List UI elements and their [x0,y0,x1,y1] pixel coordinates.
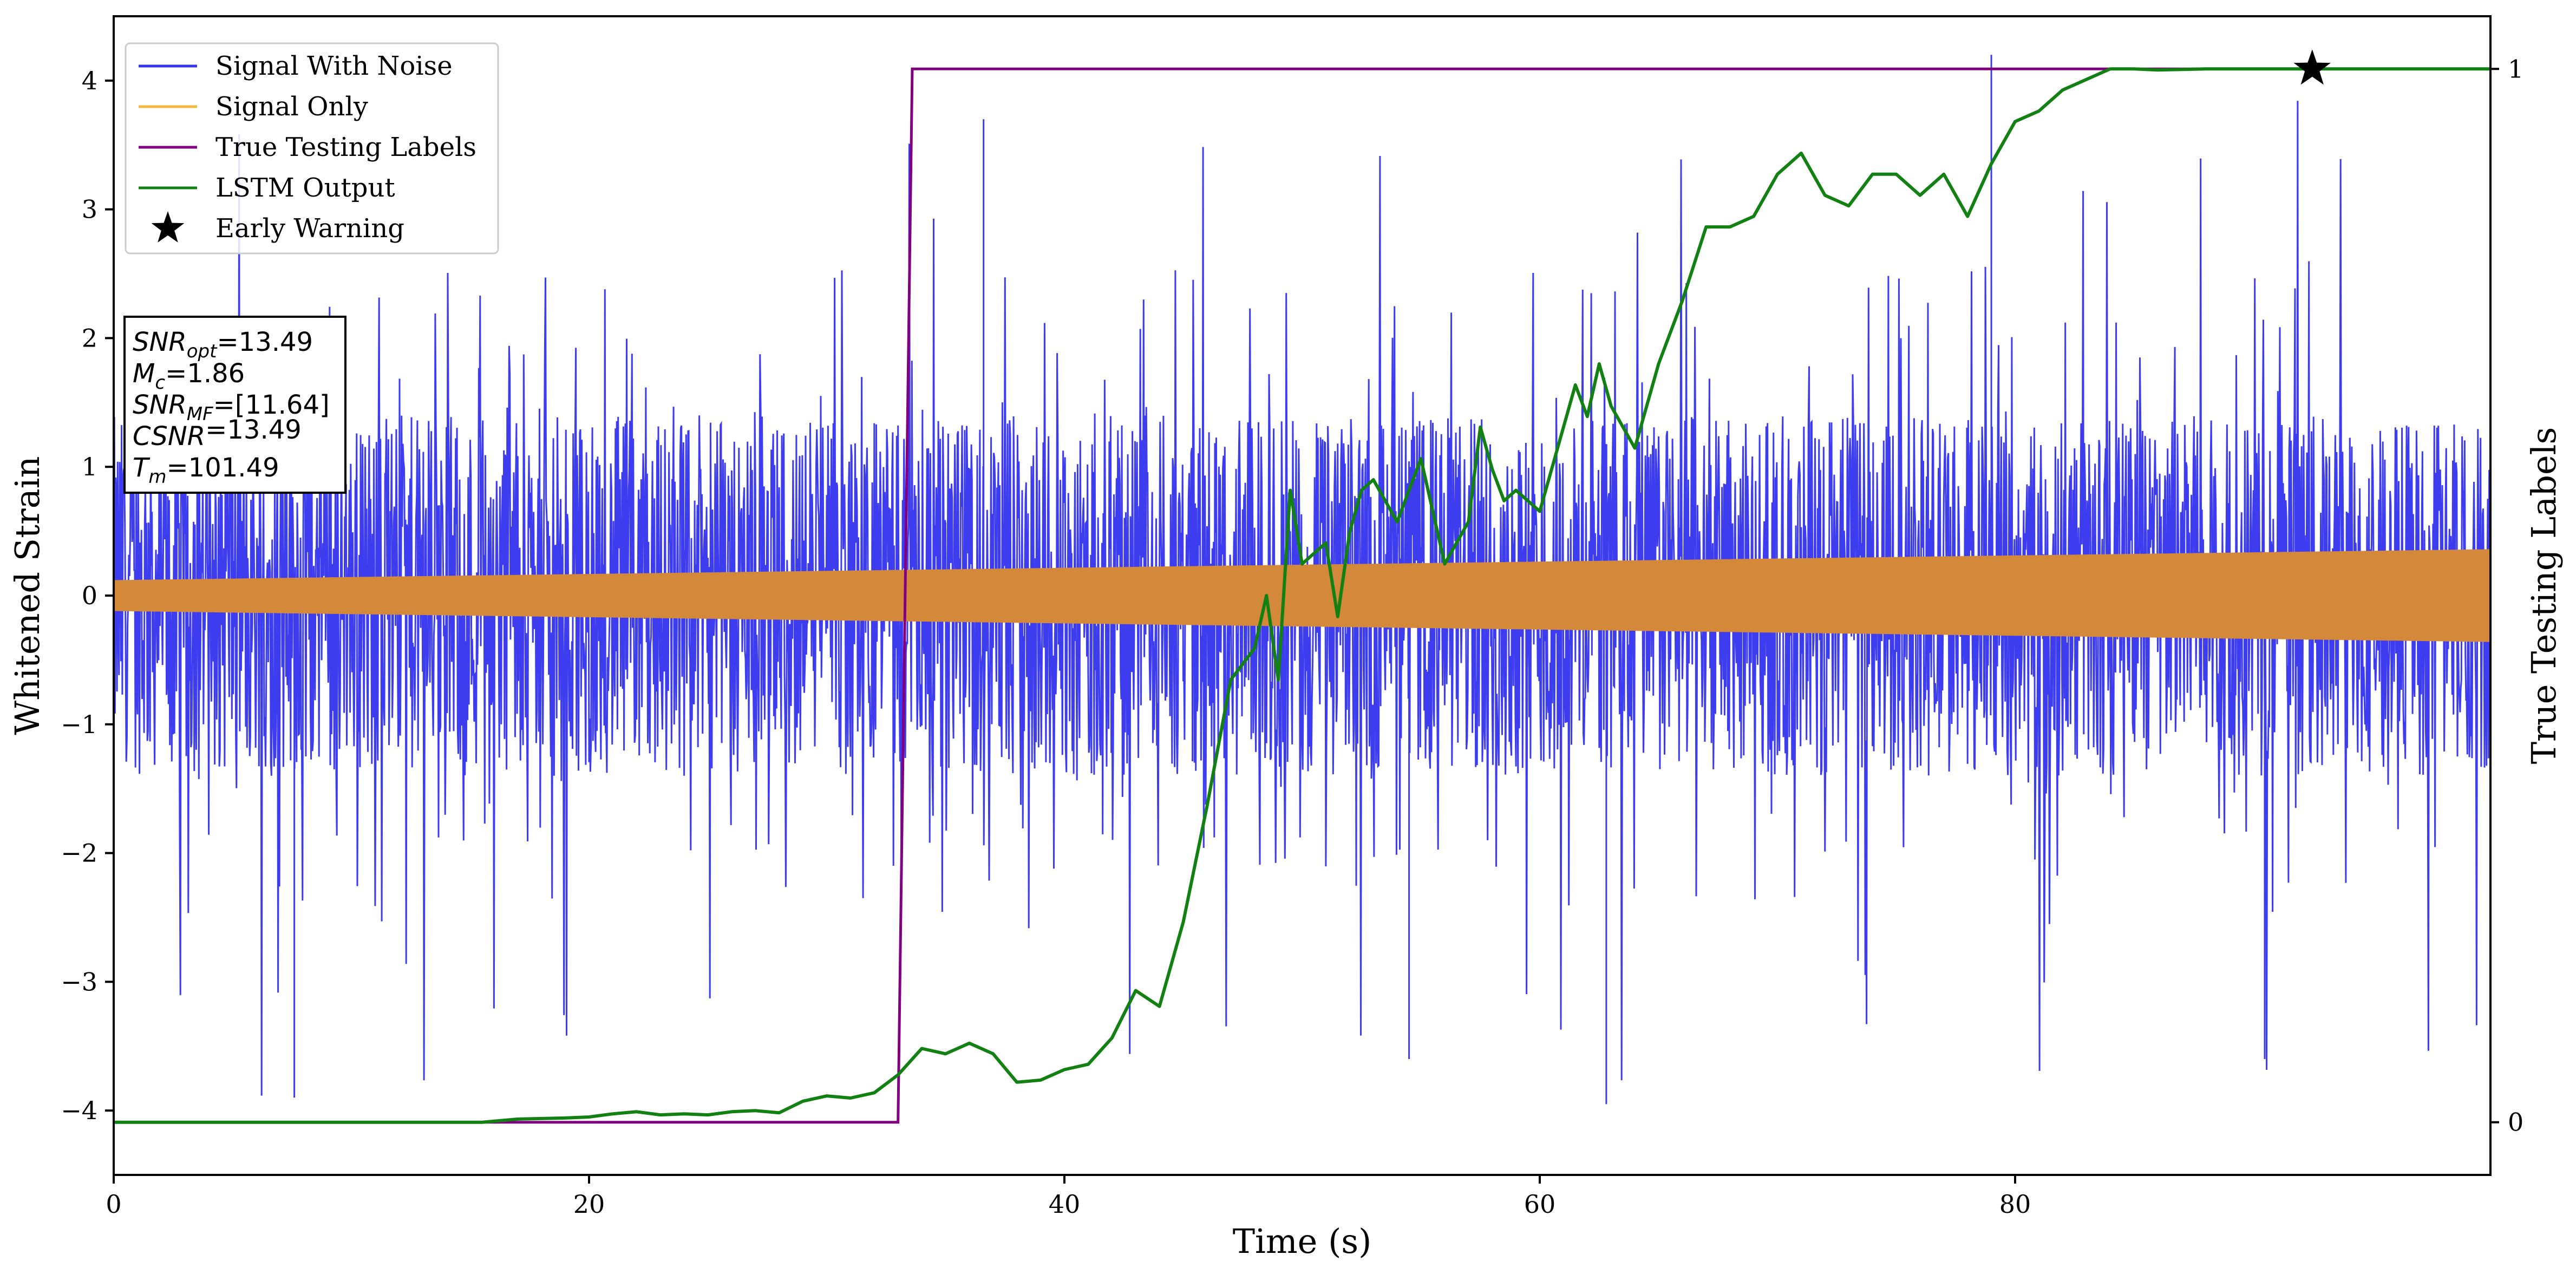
signal-with-noise-series [114,55,2490,1105]
y-tick-label: −1 [61,710,97,739]
legend-box [125,42,499,254]
x-tick-label: 0 [106,1190,121,1219]
y-tick-label: 0 [82,581,97,610]
y-tick-label: −4 [61,1096,97,1125]
y-tick-label: −2 [61,839,97,868]
legend-star-icon [151,211,185,243]
legend-label-lstm-output: LSTM Output [215,173,395,203]
lstm-output-series [114,67,2490,1124]
y-tick-label: 3 [82,195,97,224]
plot-area [114,49,2490,1124]
stats-line-csnr: CSNR=13.49 [133,415,302,452]
legend: Signal With Noise Signal Only True Testi… [125,42,499,254]
x-tick-label: 80 [1999,1190,2031,1219]
y-tick-label: 4 [82,66,97,95]
x-tick-label: 60 [1524,1190,1556,1219]
legend-label-signal-only: Signal Only [215,92,368,122]
y-tick-label: 1 [82,452,97,481]
lstm-output-line [114,67,2490,1124]
stats-line-mc: Mc=1.86 [133,358,245,394]
legend-label-signal-with-noise: Signal With Noise [215,51,453,81]
legend-label-true-testing-labels: True Testing Labels [215,132,476,162]
early-warning-star [2293,49,2331,85]
x-tick-label: 20 [573,1190,605,1219]
true-testing-labels-line [114,67,2490,1124]
y-axis-left: −4 −3 −2 −1 0 1 2 3 4 [61,66,114,1125]
y2-axis-label: True Testing Labels [2524,427,2564,765]
y-tick-label: −3 [61,967,97,996]
early-warning-series [2293,49,2331,85]
true-testing-labels-series [114,67,2490,1124]
y2-tick-label: 0 [2508,1108,2523,1137]
stats-line-tm: Tm=101.49 [133,453,279,488]
signal-with-noise-line [114,55,2490,1105]
y-axis-label: Whitened Strain [8,456,47,735]
x-tick-label: 40 [1049,1190,1081,1219]
stats-line-snr-opt: SNRopt=13.49 [133,327,313,362]
stats-box [123,316,346,494]
stats-annotation: SNRopt=13.49 Mc=1.86 SNRMF=[11.64] CSNR=… [123,316,346,494]
y-axis-right: 01 [2490,54,2523,1137]
x-axis: 0 20 40 60 80 [106,1175,2031,1219]
y-tick-label: 2 [82,323,97,352]
x-axis-label: Time (s) [1233,1221,1372,1261]
legend-label-early-warning: Early Warning [215,213,404,244]
y2-tick-label: 1 [2508,54,2523,83]
stats-line-snr-mf: SNRMF=[11.64] [133,390,330,425]
